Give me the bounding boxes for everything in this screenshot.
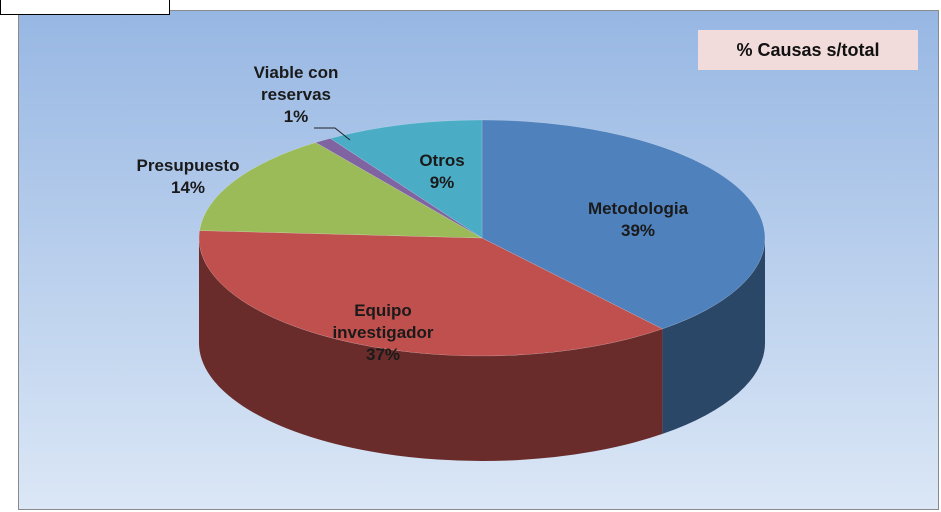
label-value: 14%: [170, 178, 206, 197]
data-label: Otros 9%: [402, 150, 482, 194]
label-name: Viable con reservas: [253, 63, 339, 104]
label-name: Equipo investigador: [332, 301, 434, 342]
label-name: Metodologia: [587, 199, 689, 218]
slice: [481, 119, 766, 330]
slice: [198, 230, 664, 357]
data-label: Viable con reservas 1%: [231, 62, 361, 128]
cell-box: [0, 0, 170, 15]
label-value: 39%: [620, 221, 656, 240]
slice-side: [199, 238, 663, 462]
label-value: 37%: [365, 345, 401, 364]
data-label: Metodologia 39%: [558, 198, 718, 242]
data-label: Equipo investigador 37%: [308, 300, 458, 366]
label-name: Presupuesto: [136, 156, 240, 175]
slice: [315, 138, 483, 239]
label-name: Otros: [419, 151, 465, 170]
slice: [329, 119, 483, 239]
slice: [199, 142, 483, 239]
label-value: 1%: [283, 107, 309, 126]
chart-title: % Causas s/total: [698, 30, 918, 70]
leader-line: [314, 127, 351, 141]
slice-side: [662, 238, 765, 434]
label-value: 9%: [429, 173, 455, 192]
data-label: Presupuesto 14%: [123, 155, 253, 199]
